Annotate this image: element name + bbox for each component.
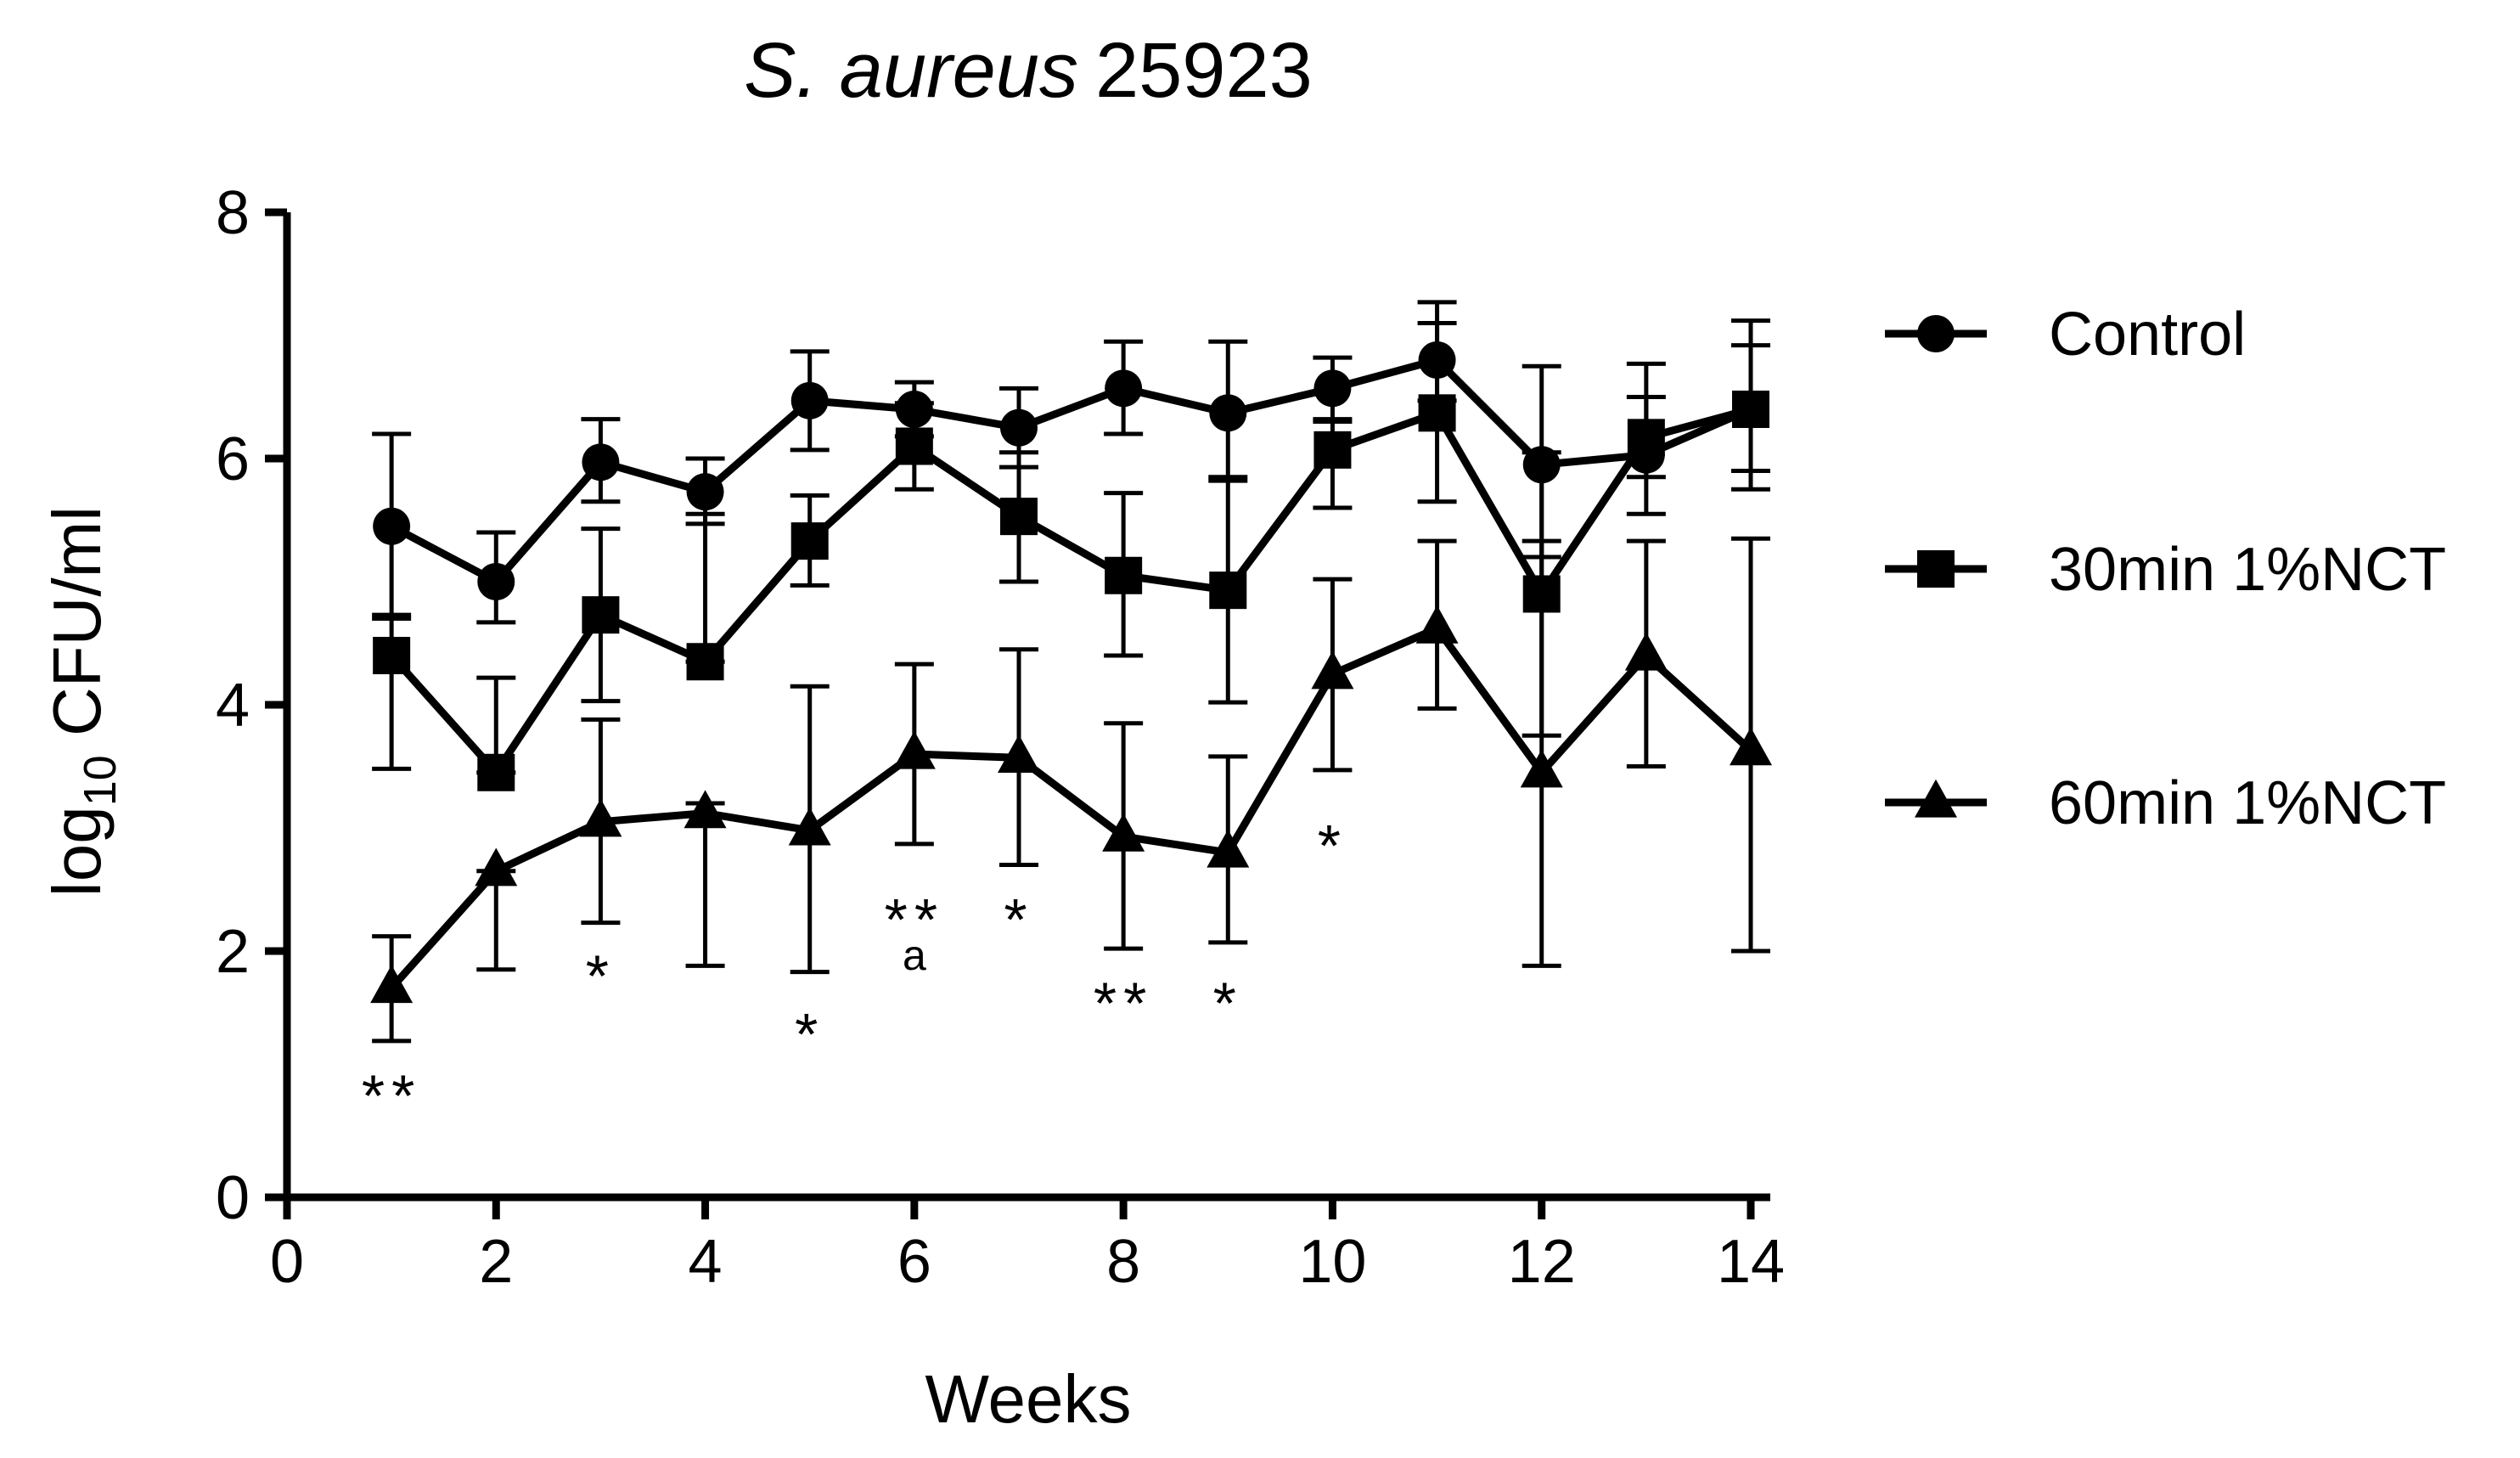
data-point-triangle xyxy=(1624,632,1668,671)
data-point-square xyxy=(686,643,724,681)
data-point-circle xyxy=(895,391,933,428)
data-point-circle xyxy=(1209,394,1247,432)
data-point-triangle xyxy=(475,847,518,887)
legend-marker-triangle xyxy=(1915,779,1957,818)
data-point-triangle xyxy=(1207,829,1250,868)
data-point-triangle xyxy=(370,965,413,1004)
data-point-circle xyxy=(1313,369,1352,408)
data-point-triangle xyxy=(1730,727,1772,766)
legend-label: Control xyxy=(2049,301,2246,369)
data-point-triangle xyxy=(788,807,831,846)
data-point-triangle xyxy=(1311,650,1354,690)
legend-label: 60min 1%NCT xyxy=(2049,769,2446,837)
legend: Control 30min 1%NCT 60min 1%NCT xyxy=(1885,301,2446,837)
data-point-square xyxy=(1627,419,1665,457)
y-axis-label-rest: CFU/ml xyxy=(39,506,115,755)
data-point-triangle xyxy=(998,735,1040,773)
data-point-square xyxy=(1209,571,1247,610)
data-point-square xyxy=(1522,575,1561,613)
data-point-circle xyxy=(790,381,829,419)
error-bars xyxy=(372,300,1770,1044)
data-point-triangle xyxy=(1102,813,1145,852)
significance-annotation: ** xyxy=(362,1062,421,1129)
data-point-square xyxy=(790,522,829,560)
x-tick-label: 0 xyxy=(270,1228,304,1296)
x-tick-label: 14 xyxy=(1717,1228,1785,1296)
series-line-triangle xyxy=(388,623,1754,991)
significance-annotation: ** xyxy=(1094,971,1153,1037)
data-point-circle xyxy=(477,563,515,600)
y-tick-label: 8 xyxy=(216,179,250,247)
chart-title-rest: 25923 xyxy=(1095,27,1313,114)
data-point-square xyxy=(582,596,620,634)
data-point-triangle xyxy=(1415,605,1459,644)
data-point-circle xyxy=(373,507,411,545)
data-point-circle xyxy=(1418,341,1456,379)
significance-annotation: * xyxy=(1213,971,1243,1037)
data-point-triangle xyxy=(892,730,936,769)
y-axis-label-subscript: 10 xyxy=(75,755,126,806)
data-point-square xyxy=(1313,431,1352,469)
data-point-square xyxy=(1000,498,1038,536)
x-tick-label: 4 xyxy=(689,1228,723,1296)
y-tick-label: 4 xyxy=(216,672,250,740)
significance-annotation: * xyxy=(586,943,616,1010)
significance-annotation: ** xyxy=(885,887,944,953)
data-point-triangle xyxy=(683,790,727,829)
x-tick-label: 10 xyxy=(1298,1228,1366,1296)
x-axis-label: Weeks xyxy=(925,1361,1131,1437)
y-tick-label: 0 xyxy=(216,1164,250,1232)
significance-annotation: * xyxy=(1318,813,1347,879)
data-point-square xyxy=(1418,394,1456,432)
y-tick-label: 6 xyxy=(216,425,250,493)
x-tick-label: 12 xyxy=(1508,1228,1576,1296)
data-point-triangle xyxy=(579,798,622,837)
significance-annotation: * xyxy=(1004,887,1033,953)
data-point-circle xyxy=(1522,446,1561,484)
data-point-square xyxy=(373,637,411,674)
legend-marker-circle xyxy=(1917,315,1955,352)
legend-marker-square xyxy=(1917,550,1955,588)
data-point-square xyxy=(1732,391,1769,428)
annotations: ******a*** ** xyxy=(362,813,1347,1129)
data-point-square xyxy=(1105,556,1143,594)
data-point-circle xyxy=(1105,369,1143,408)
x-tick-label: 6 xyxy=(897,1228,931,1296)
x-ticks: 0 2 4 6 8 10 12 14 xyxy=(270,1197,1785,1296)
x-tick-label: 8 xyxy=(1106,1228,1140,1296)
y-axis-label: log10 CFU/ml xyxy=(39,506,126,897)
data-point-square xyxy=(895,427,933,465)
chart-title: S. aureus 25923 xyxy=(744,27,1313,114)
chart-title-italic: S. aureus xyxy=(744,27,1078,114)
legend-label: 30min 1%NCT xyxy=(2049,536,2446,604)
annotation-letter: a xyxy=(903,932,926,979)
y-axis-label-base: log xyxy=(39,806,115,897)
data-point-triangle xyxy=(1520,749,1563,788)
data-point-circle xyxy=(582,443,620,481)
x-tick-label: 2 xyxy=(479,1228,513,1296)
data-point-circle xyxy=(686,473,724,511)
y-tick-label: 2 xyxy=(216,918,250,986)
significance-annotation: * xyxy=(795,1001,824,1067)
series-markers xyxy=(370,341,1772,1004)
y-ticks: 0 2 4 6 8 xyxy=(216,179,287,1232)
data-point-circle xyxy=(1000,408,1038,447)
data-point-square xyxy=(477,753,515,791)
